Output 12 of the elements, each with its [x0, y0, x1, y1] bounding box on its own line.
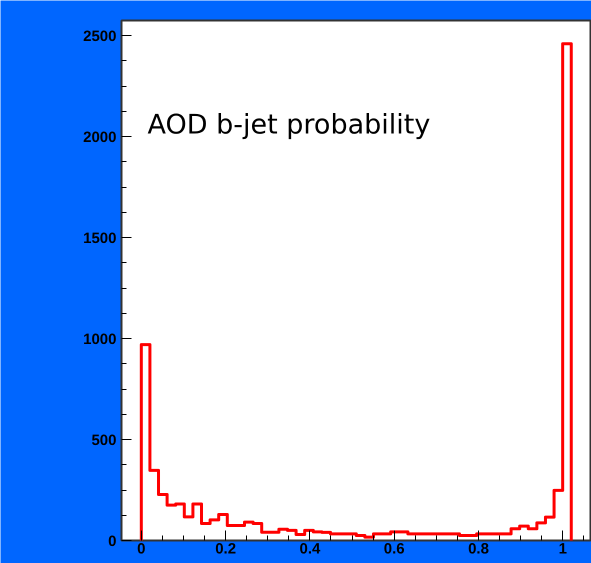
- x-tick-label: 0.6: [384, 540, 405, 558]
- y-tick-label: 1500: [83, 230, 117, 248]
- y-tick-label: 2000: [83, 129, 117, 146]
- text: AOD b-jet probability: [148, 110, 430, 140]
- x-tick-label: 0.2: [215, 540, 236, 558]
- y-tick-label: 500: [91, 432, 117, 450]
- x-tick-label: 0.4: [299, 540, 322, 558]
- y-tick-label: 1000: [83, 331, 117, 348]
- y-tick-label: 2500: [83, 28, 117, 46]
- x-tick-label: 1: [558, 540, 568, 558]
- x-tick-label: 0.8: [468, 540, 489, 558]
- x-tick-label: 0: [137, 540, 146, 558]
